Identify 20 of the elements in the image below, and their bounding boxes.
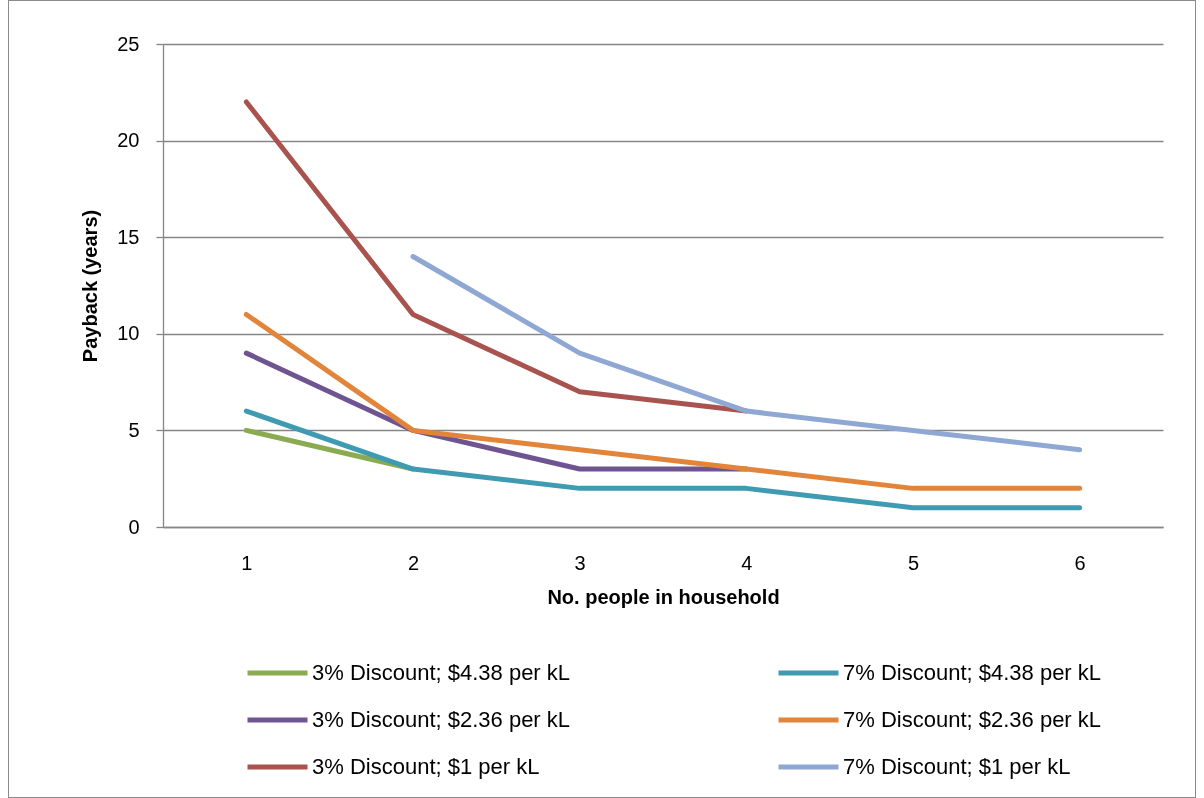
y-tick-label: 10	[117, 322, 140, 345]
legend-label: 7% Discount; $1 per kL	[843, 754, 1071, 779]
x-tick-label: 4	[741, 551, 753, 574]
y-axis-title: Payback (years)	[79, 209, 102, 363]
x-tick-label: 3	[574, 551, 586, 574]
legend-label: 3% Discount; $2.36 per kL	[312, 707, 571, 732]
y-tick-label: 20	[117, 129, 140, 152]
legend-label: 7% Discount; $2.36 per kL	[843, 707, 1102, 732]
x-tick-label: 5	[907, 551, 920, 574]
y-tick-label: 15	[117, 225, 140, 248]
legend-label: 7% Discount; $4.38 per kL	[843, 660, 1102, 685]
y-tick-label: 0	[128, 515, 140, 538]
y-tick-label: 25	[117, 32, 140, 55]
y-tick-label: 5	[128, 418, 140, 441]
x-tick-label: 2	[407, 551, 420, 574]
x-tick-label: 6	[1074, 551, 1086, 574]
legend-label: 3% Discount; $4.38 per kL	[312, 660, 571, 685]
x-axis-title: No. people in household	[547, 585, 780, 608]
legend-label: 3% Discount; $1 per kL	[312, 754, 540, 779]
x-tick-label: 1	[241, 551, 253, 574]
